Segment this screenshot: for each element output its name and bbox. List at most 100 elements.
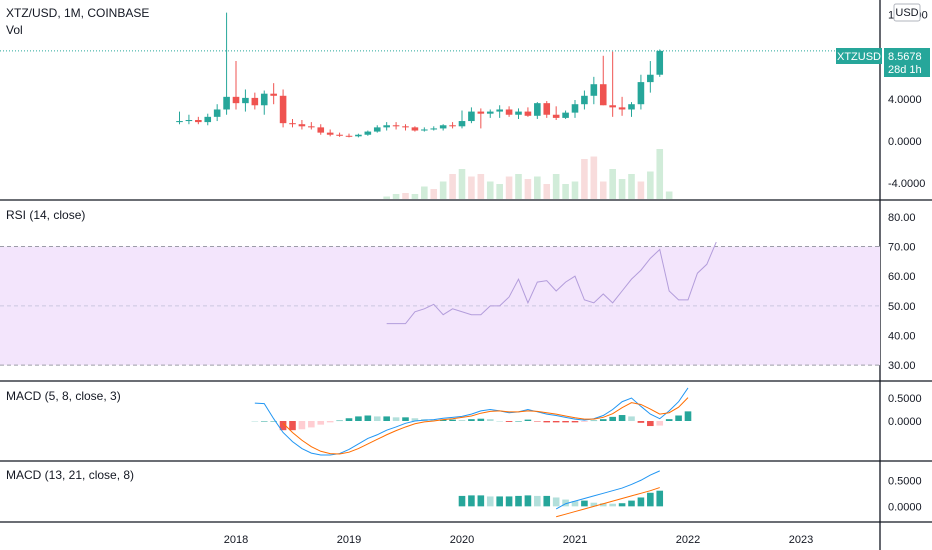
svg-text:XTZUSD: XTZUSD [837,51,881,63]
macd-histogram-bar [458,420,466,421]
macd-histogram-bar [656,421,664,426]
signal-line [556,487,660,518]
macd-histogram-bar [524,419,532,421]
volume-bar [392,194,400,199]
macd-histogram-bar [439,419,447,421]
macd-histogram-bar [609,416,616,421]
macd-histogram-bar [684,411,692,421]
candle-body [392,125,400,127]
macd-histogram-bar [637,497,645,507]
candle-body [552,114,560,118]
macd-histogram-bar [392,417,400,421]
candle-body [647,74,654,83]
rsi-tick-label: 40.00 [888,331,916,343]
volume-bar [637,181,645,199]
candle-body [618,107,626,110]
candle-body [439,125,447,129]
volume-bar [628,174,635,199]
macd-histogram-bar [543,495,551,507]
candle-body [204,116,212,123]
candle-body [289,123,296,125]
macd-histogram-bar [468,419,475,421]
time-tick-label: 2019 [337,534,361,546]
rsi-line [386,241,717,325]
macd-histogram-bar [496,421,503,422]
candle-body [524,111,532,116]
volume-bar [571,181,579,199]
macd-histogram-bar [468,495,475,507]
macd-histogram-bar [581,500,588,507]
currency-badge[interactable]: USD [893,3,921,22]
volume-bar [439,181,447,199]
macd-histogram-bar [571,501,579,507]
macd-tick-label: 0.0000 [888,416,922,428]
rsi-tick-label: 30.00 [888,360,916,372]
macd-histogram-bar [411,418,419,421]
macd2-pane[interactable] [458,470,664,518]
y-axes: 12.00008.00004.00000.0000-4.000080.0070.… [888,10,928,514]
candle-body [477,111,485,114]
macd-histogram-bar [515,421,522,422]
volume-bar [421,186,428,199]
volume-bar [383,196,390,199]
candle-body [581,95,588,105]
volume-bar [665,191,673,199]
time-tick-label: 2018 [224,534,248,546]
volume-bar [543,184,551,199]
candle-body [609,105,616,108]
volume-bar [562,184,569,199]
candle-body [571,104,579,113]
macd-histogram-bar [289,421,296,431]
candle-body [242,97,249,104]
macd-histogram-bar [496,496,503,507]
macd-histogram-bar [279,421,287,431]
macd-histogram-bar [628,500,635,507]
macd-histogram-bar [543,421,551,423]
time-tick-label: 2021 [563,534,587,546]
candle-body [468,111,475,122]
candle-body [458,121,466,127]
volume-bar [524,179,532,199]
macd-histogram-bar [675,415,682,421]
macd-tick-label: 0.0000 [888,501,922,513]
macd-tick-label: 0.5000 [888,475,922,487]
candle-body [355,134,362,137]
macd-histogram-bar [430,419,438,421]
candle-body [590,84,598,96]
rsi-tick-label: 80.00 [888,212,916,224]
volume-bar [449,174,456,199]
macd-histogram-bar [345,418,353,421]
macd-histogram-bar [326,421,334,423]
macd1-pane[interactable] [251,387,692,456]
price-pane[interactable] [0,12,880,138]
macd-histogram-bar [534,421,541,422]
candle-body [232,96,240,104]
rsi-band [0,246,880,366]
symbol-title: XTZ/USD, 1M, COINBASE [6,6,149,20]
rsi-title: RSI (14, close) [6,208,85,222]
candle-body [421,129,428,131]
macd-tick-label: 0.5000 [888,393,922,405]
macd-histogram-bar [477,495,485,507]
macd-histogram-bar [355,416,362,421]
candle-body [223,96,230,110]
candle-body [430,128,438,130]
macd-histogram-bar [552,497,560,507]
macd-histogram-bar [590,502,598,507]
candle-body [308,126,315,128]
svg-text:USD: USD [895,7,918,19]
macd-histogram-bar [562,421,569,423]
time-tick-label: 2020 [450,534,474,546]
rsi-tick-label: 60.00 [888,271,916,283]
candle-body [515,111,522,115]
candle-body [383,125,390,128]
volume-bar [496,184,503,199]
macd-histogram-bar [336,420,343,422]
candle-body [270,93,277,96]
macd-histogram-bar [270,421,277,422]
macd-histogram-bar [618,415,626,421]
macd-histogram-bar [364,415,372,421]
candle-body [496,109,503,112]
rsi-pane[interactable] [0,241,880,366]
